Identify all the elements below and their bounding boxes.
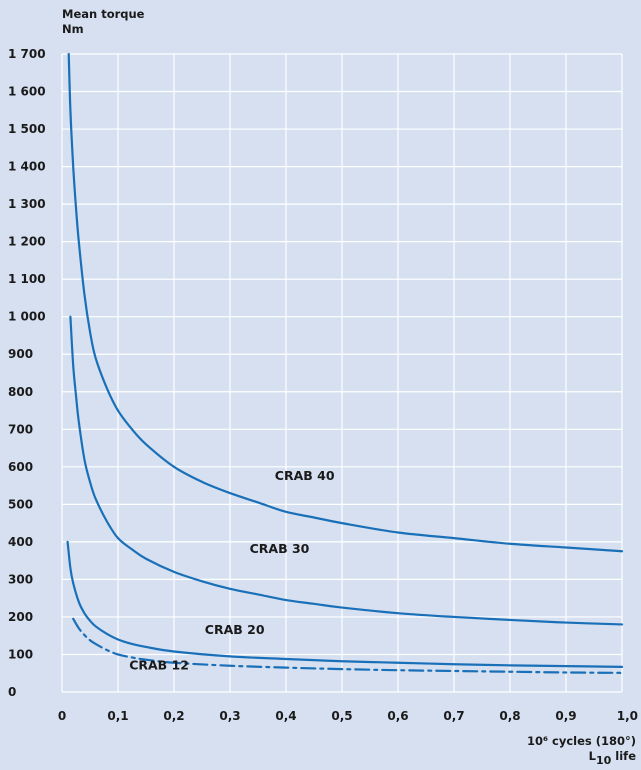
x-axis-title-line1: 10⁶ cycles (180°): [527, 734, 636, 748]
x-tick-label: 0,3: [219, 709, 240, 723]
x-axis-title-main: L: [589, 749, 597, 763]
y-tick-label: 1 100: [8, 272, 46, 286]
series-label: CRAB 30: [250, 541, 310, 556]
series-label: CRAB 12: [129, 657, 189, 672]
series-line-crab-40: [67, 52, 624, 553]
x-tick-label: 0,9: [555, 709, 576, 723]
y-tick-label: 1 500: [8, 122, 46, 136]
x-axis-title-subscript: 10: [596, 754, 612, 767]
series-label: CRAB 20: [205, 622, 265, 637]
y-tick-label: 0: [8, 685, 16, 699]
x-tick-label: 0,5: [331, 709, 352, 723]
y-tick-label: 600: [8, 460, 33, 474]
y-tick-label: 1 700: [8, 47, 46, 61]
series-layer: [66, 52, 624, 674]
series-line-crab-12: [72, 617, 624, 674]
x-tick-label: 0,1: [107, 709, 128, 723]
y-tick-label: 700: [8, 422, 33, 436]
y-tick-label: 800: [8, 385, 33, 399]
x-tick-label: 1,0: [617, 709, 638, 723]
x-tick-label: 0,8: [499, 709, 520, 723]
y-tick-label: 300: [8, 572, 33, 586]
x-tick-label: 0,2: [163, 709, 184, 723]
series-line-crab-20: [66, 540, 624, 668]
x-tick-label: 0: [58, 709, 66, 723]
y-tick-label: 900: [8, 347, 33, 361]
y-axis-title-line1: Mean torque: [62, 7, 145, 21]
grid-layer: [61, 53, 623, 693]
y-axis-title-line2: Nm: [62, 22, 84, 36]
x-axis-title-line2: L10 life: [589, 749, 637, 767]
tick-layer: 0 100 200 300 400 500 600 700 800 900 1 000 1 100 1 …: [8, 47, 638, 723]
x-axis-title-rest: life: [611, 749, 636, 763]
x-tick-label: 0,4: [275, 709, 296, 723]
y-tick-label: 1 000: [8, 310, 46, 324]
y-tick-label: 200: [8, 610, 33, 624]
y-tick-label: 100: [8, 647, 33, 661]
y-tick-label: 1 200: [8, 235, 46, 249]
label-layer: CRAB 40 CRAB 30 CRAB 20 CRAB 12: [129, 468, 335, 673]
x-tick-label: 0,6: [387, 709, 408, 723]
series-line-crab-30: [69, 315, 624, 626]
y-tick-label: 400: [8, 535, 33, 549]
y-tick-label: 500: [8, 497, 33, 511]
series-label: CRAB 40: [275, 468, 335, 483]
y-tick-label: 1 600: [8, 85, 46, 99]
y-tick-label: 1 400: [8, 160, 46, 174]
x-tick-label: 0,7: [443, 709, 464, 723]
y-tick-label: 1 300: [8, 197, 46, 211]
